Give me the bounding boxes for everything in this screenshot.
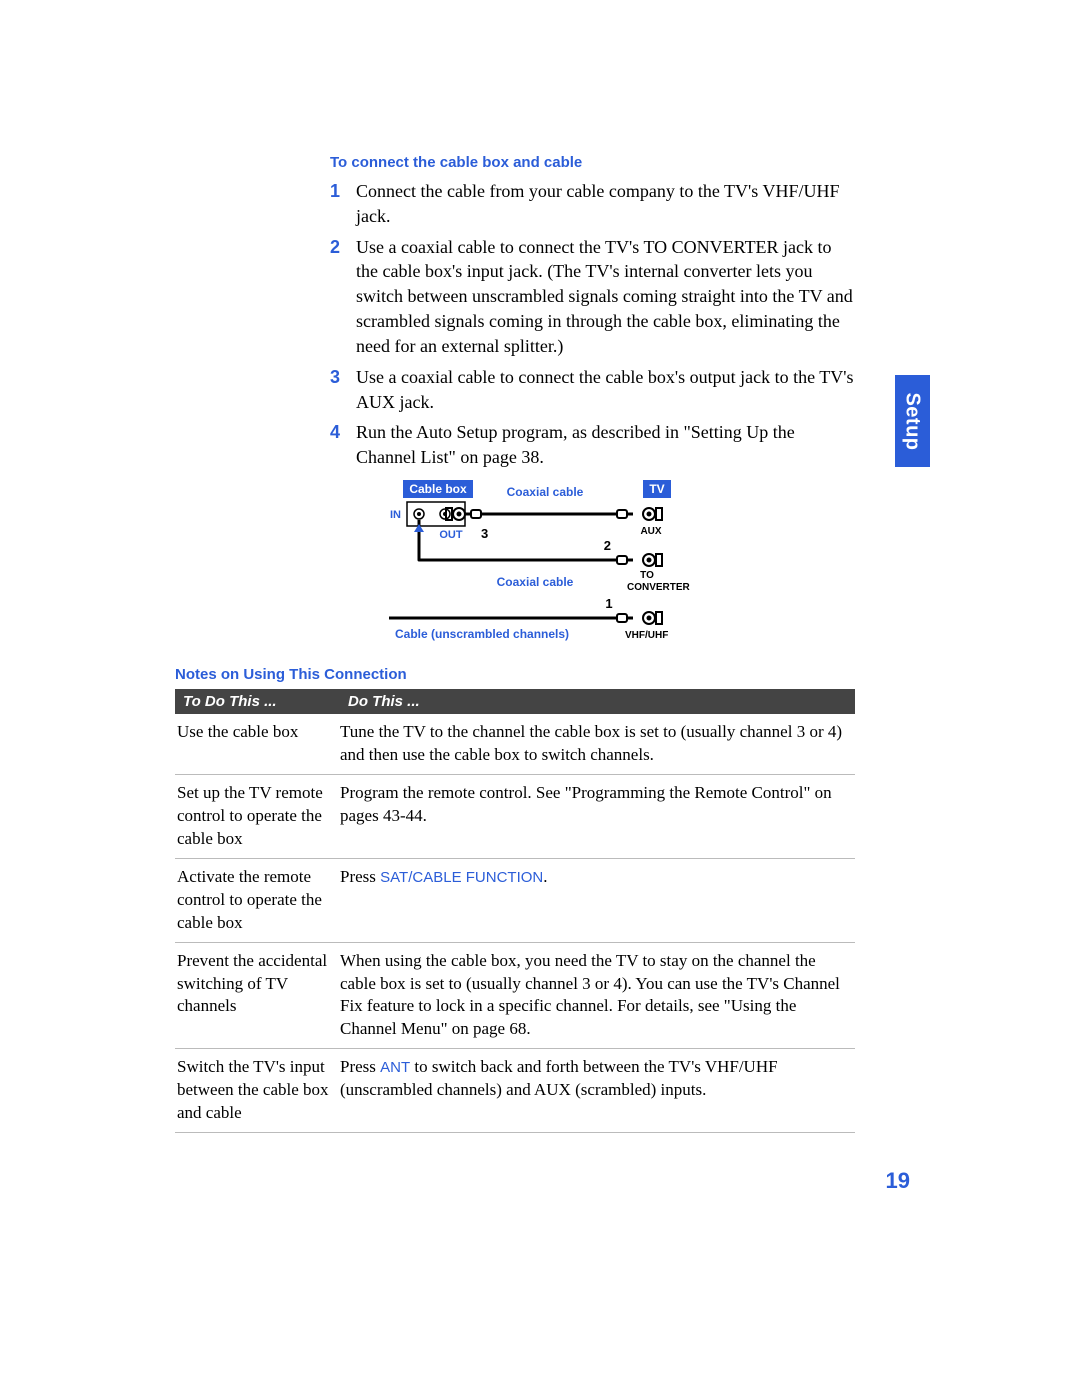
notes-table: To Do This ... Do This ... Use the cable… <box>175 689 855 1133</box>
step-text: Connect the cable from your cable compan… <box>356 179 855 229</box>
step-number: 2 <box>330 235 356 359</box>
table-header-left: To Do This ... <box>175 689 340 714</box>
table-cell-right: When using the cable box, you need the T… <box>340 942 855 1049</box>
svg-text:CONVERTER: CONVERTER <box>627 582 691 593</box>
table-row: Prevent the accidental switching of TV c… <box>175 942 855 1049</box>
table-cell-left: Prevent the accidental switching of TV c… <box>175 942 340 1049</box>
table-row: Use the cable boxTune the TV to the chan… <box>175 714 855 774</box>
wiring-diagram-svg: Cable box TV IN OUT Coaxial cable 3 AUX 2 Coaxia… <box>385 480 695 645</box>
step-number: 3 <box>330 365 356 415</box>
svg-text:TV: TV <box>649 482 664 496</box>
wiring-diagram: Cable box TV IN OUT Coaxial cable 3 AUX 2 Coaxia… <box>385 480 855 650</box>
table-cell-right: Program the remote control. See "Program… <box>340 774 855 858</box>
table-row: Set up the TV remote control to operate … <box>175 774 855 858</box>
svg-text:IN: IN <box>390 509 401 521</box>
section-tab-label: Setup <box>901 392 924 450</box>
step: 3Use a coaxial cable to connect the cabl… <box>330 365 855 415</box>
section-heading: To connect the cable box and cable <box>330 154 855 171</box>
step: 4Run the Auto Setup program, as describe… <box>330 420 855 470</box>
table-row: Activate the remote control to operate t… <box>175 858 855 942</box>
svg-text:Coaxial cable: Coaxial cable <box>507 485 584 499</box>
svg-text:VHF/UHF: VHF/UHF <box>625 630 668 641</box>
table-header-right: Do This ... <box>340 689 855 714</box>
svg-text:AUX: AUX <box>640 526 661 537</box>
step: 1Connect the cable from your cable compa… <box>330 179 855 229</box>
page-content: To connect the cable box and cable 1Conn… <box>175 154 855 1133</box>
svg-text:Cable box: Cable box <box>409 482 467 496</box>
table-cell-right: Tune the TV to the channel the cable box… <box>340 714 855 774</box>
table-cell-right: Press ANT to switch back and forth betwe… <box>340 1049 855 1133</box>
svg-text:Cable (unscrambled channels): Cable (unscrambled channels) <box>395 627 569 641</box>
table-row: Switch the TV's input between the cable … <box>175 1049 855 1133</box>
steps-list: 1Connect the cable from your cable compa… <box>330 179 855 470</box>
table-cell-left: Activate the remote control to operate t… <box>175 858 340 942</box>
svg-text:3: 3 <box>481 526 488 541</box>
page-number: 19 <box>886 1168 910 1194</box>
svg-text:1: 1 <box>605 596 612 611</box>
step-number: 4 <box>330 420 356 470</box>
table-cell-left: Set up the TV remote control to operate … <box>175 774 340 858</box>
step-text: Run the Auto Setup program, as described… <box>356 420 855 470</box>
svg-text:TO: TO <box>640 570 654 581</box>
step-number: 1 <box>330 179 356 229</box>
section-tab: Setup <box>895 375 930 467</box>
step-text: Use a coaxial cable to connect the TV's … <box>356 235 855 359</box>
step: 2Use a coaxial cable to connect the TV's… <box>330 235 855 359</box>
svg-text:Coaxial cable: Coaxial cable <box>497 575 574 589</box>
step-text: Use a coaxial cable to connect the cable… <box>356 365 855 415</box>
notes-heading: Notes on Using This Connection <box>175 666 855 683</box>
table-cell-left: Switch the TV's input between the cable … <box>175 1049 340 1133</box>
table-cell-right: Press SAT/CABLE FUNCTION. <box>340 858 855 942</box>
svg-text:OUT: OUT <box>439 529 463 541</box>
svg-text:2: 2 <box>604 538 611 553</box>
table-cell-left: Use the cable box <box>175 714 340 774</box>
